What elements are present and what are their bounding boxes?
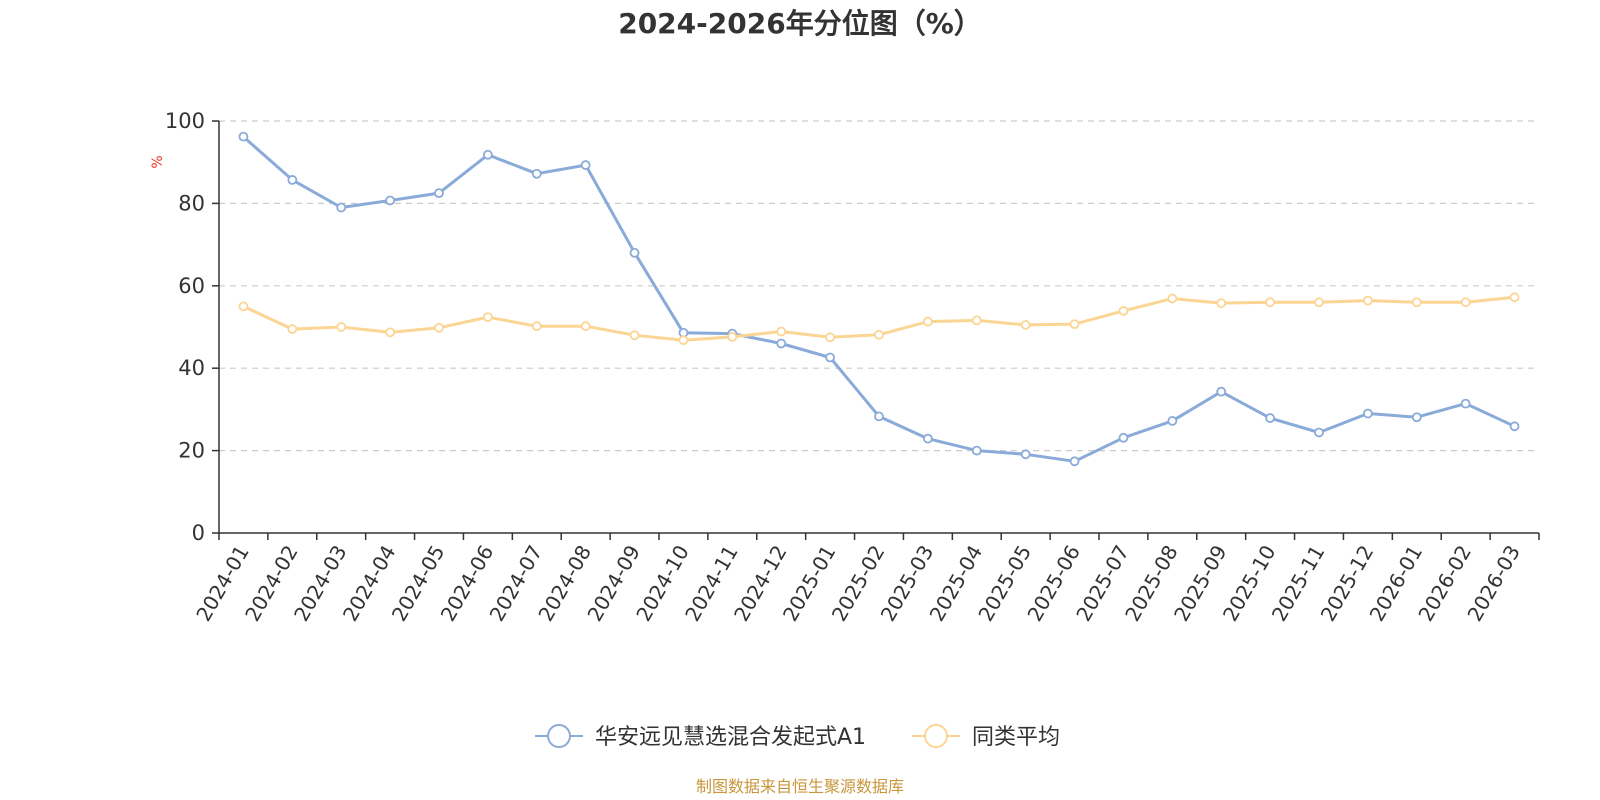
data-point-1: [434, 322, 444, 333]
data-point-1: [1069, 319, 1080, 330]
data-point-1: [825, 332, 836, 343]
data-point-1: [1411, 297, 1422, 308]
data-point-0: [580, 160, 591, 170]
legend-label-0: 华安远见慧选混合发起式A1: [595, 725, 866, 750]
y-tick-labels: 0 20 40 60 80 100: [165, 109, 219, 545]
data-point-1: [1509, 292, 1520, 303]
data-point-1: [1020, 320, 1031, 330]
data-point-1: [727, 331, 738, 342]
data-point-1: [776, 326, 787, 337]
data-point-1: [1265, 297, 1276, 308]
data-point-0: [1362, 408, 1373, 419]
y-tick-label: 100: [165, 109, 205, 133]
legend: 华安远见慧选混合发起式A1 同类平均: [535, 724, 1060, 750]
data-point-1: [385, 327, 396, 338]
data-point-1: [1216, 298, 1227, 309]
data-point-0: [1265, 413, 1276, 423]
data-point-0: [287, 175, 298, 185]
data-point-0: [385, 195, 396, 206]
data-point-0: [1460, 398, 1471, 409]
chart-title: 2024-2026年分位图（%）: [618, 7, 982, 40]
data-point-0: [1020, 449, 1031, 460]
data-point-0: [971, 445, 982, 456]
legend-marker-1: [924, 724, 948, 748]
data-point-0: [336, 202, 347, 213]
data-point-0: [434, 188, 444, 199]
data-point-1: [287, 324, 298, 334]
data-point-1: [1362, 295, 1373, 306]
data-point-1: [531, 321, 542, 332]
data-point-1: [1314, 297, 1324, 308]
data-point-0: [1118, 432, 1129, 443]
data-point-1: [629, 330, 640, 341]
legend-label-1: 同类平均: [972, 725, 1060, 750]
y-tick-label: 60: [178, 274, 205, 298]
data-point-0: [1509, 421, 1520, 432]
data-point-1: [678, 335, 689, 346]
data-point-0: [874, 411, 884, 422]
data-point-1: [482, 312, 493, 323]
data-point-1: [1460, 297, 1471, 308]
data-point-1: [971, 315, 982, 326]
data-point-1: [874, 329, 884, 340]
y-tick-label: 0: [192, 521, 205, 545]
data-point-0: [1314, 427, 1324, 438]
data-point-0: [1167, 416, 1178, 426]
axes: [218, 121, 1539, 534]
data-point-0: [776, 338, 787, 349]
grid-lines: [219, 120, 1539, 452]
series-group: [238, 131, 1520, 467]
data-point-0: [922, 433, 933, 444]
data-point-1: [336, 322, 347, 332]
data-point-1: [922, 316, 933, 327]
data-point-0: [238, 131, 249, 142]
data-point-1: [238, 301, 249, 312]
y-tick-label: 40: [178, 356, 205, 380]
data-point-0: [1216, 386, 1227, 397]
data-point-1: [1167, 293, 1178, 304]
data-point-0: [1069, 456, 1080, 467]
y-tick-label: 80: [178, 191, 205, 215]
legend-marker-0: [547, 724, 571, 748]
data-point-0: [629, 247, 640, 258]
source-note: 制图数据来自恒生聚源数据库: [696, 777, 904, 796]
data-point-1: [580, 321, 591, 332]
data-point-0: [531, 168, 542, 179]
data-point-0: [1411, 412, 1422, 423]
y-axis-label: %: [150, 155, 166, 168]
y-tick-label: 20: [178, 439, 205, 463]
data-point-0: [482, 149, 493, 160]
data-point-0: [825, 352, 836, 363]
x-tick-labels: 2024-012024-022024-032024-042024-052024-…: [191, 533, 1540, 625]
data-point-1: [1118, 306, 1129, 316]
